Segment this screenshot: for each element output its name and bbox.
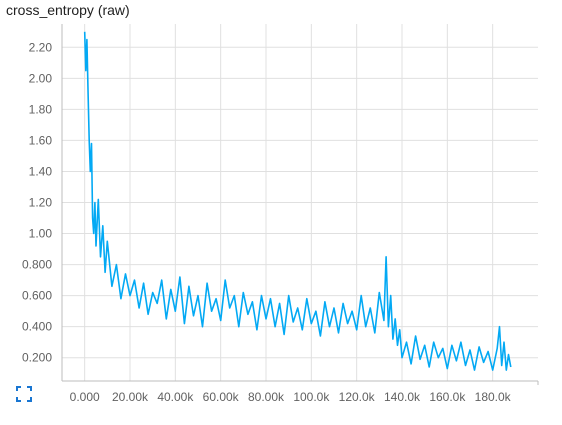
x-tick-label: 120.0k (339, 390, 376, 404)
fullscreen-icon[interactable] (16, 386, 32, 402)
y-tick-label: 1.80 (29, 102, 53, 116)
y-tick-label: 0.800 (22, 258, 52, 272)
y-tick-label: 1.60 (29, 133, 53, 147)
y-tick-label: 2.00 (29, 71, 53, 85)
y-tick-labels: 0.200 0.400 0.600 0.800 1.00 1.20 1.40 1.60 1.80… (22, 40, 52, 364)
x-tick-label: 20.00k (112, 390, 149, 404)
x-tick-label: 0.000 (70, 390, 100, 404)
x-tick-label: 100.0k (293, 390, 330, 404)
y-tick-label: 0.200 (22, 351, 52, 365)
y-tick-label: 0.400 (22, 320, 52, 334)
y-tick-label: 1.00 (29, 227, 53, 241)
x-tick-labels: 0.000 20.00k 40.00k 60.00k 80.00k 100.0k 120.0… (70, 390, 512, 404)
x-tick-label: 180.0k (475, 390, 512, 404)
grid-layer (62, 24, 538, 381)
x-tick-label: 140.0k (384, 390, 421, 404)
chart-title: cross_entropy (raw) (6, 2, 130, 18)
x-tick-label: 60.00k (203, 390, 240, 404)
y-tick-label: 2.20 (29, 40, 53, 54)
y-tick-label: 1.40 (29, 164, 53, 178)
series-layer (83, 31, 512, 371)
y-tick-label: 1.20 (29, 196, 53, 210)
x-tick-label: 80.00k (248, 390, 285, 404)
x-tick-label: 160.0k (429, 390, 466, 404)
x-tick-label: 40.00k (157, 390, 194, 404)
y-tick-label: 0.600 (22, 289, 52, 303)
series-line (83, 31, 512, 371)
axis-layer (61, 24, 539, 385)
